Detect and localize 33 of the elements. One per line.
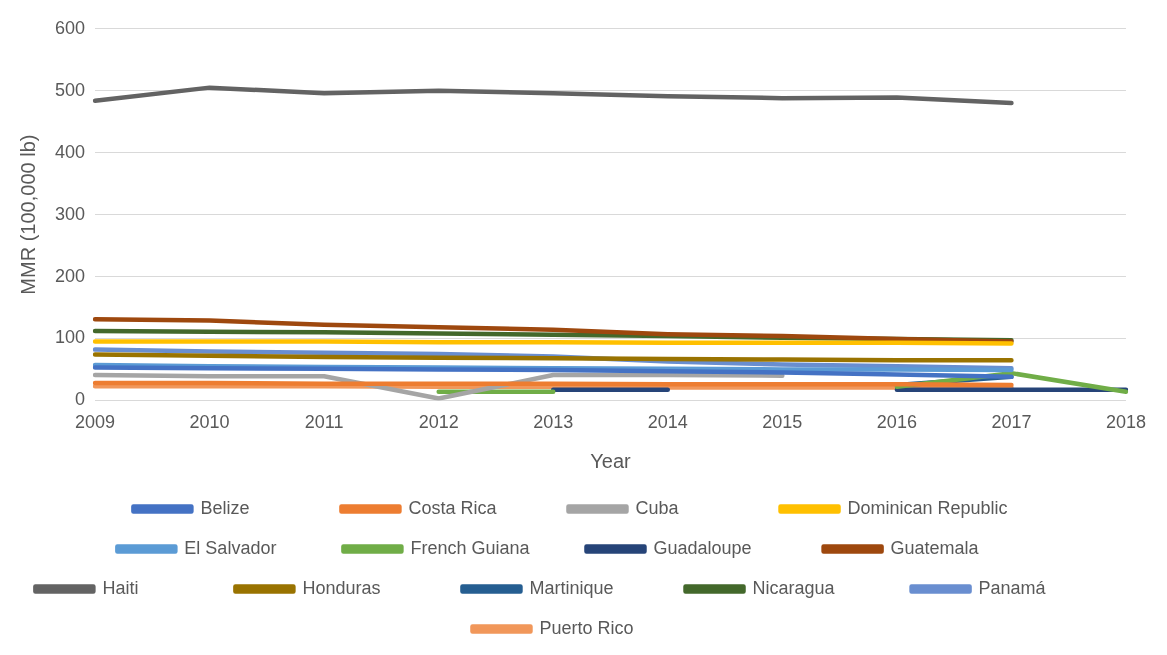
y-tick-label: 500 [54, 79, 86, 100]
x-tick-label: 2014 [647, 412, 688, 433]
x-tick-label: 2015 [762, 412, 803, 433]
legend-label: Martinique [529, 577, 664, 598]
y-axis-title: MMR (100,000 lb) [16, 134, 39, 295]
x-axis-title: Year [590, 449, 632, 472]
legend-label: Cuba [635, 497, 759, 518]
legend-label: Nicaragua [752, 577, 890, 598]
legend-label: Panamá [978, 577, 1116, 598]
x-tick-label: 2012 [418, 412, 459, 433]
x-tick-label: 2018 [1105, 412, 1146, 433]
legend-label: Honduras [302, 577, 441, 598]
legend-label: Guatemala [890, 537, 1034, 558]
x-tick-label: 2011 [304, 412, 344, 433]
y-tick-label: 600 [54, 17, 86, 38]
x-tick-label: 2016 [876, 412, 917, 433]
y-tick-label: 200 [54, 265, 86, 286]
legend-label: Belize [200, 497, 320, 518]
legend-label: Dominican Republic [847, 497, 1018, 518]
legend-label: Costa Rica [408, 497, 547, 518]
x-tick-label: 2010 [189, 412, 230, 433]
x-tick-label: 2009 [75, 412, 116, 433]
legend-label: El Salvador [184, 537, 322, 558]
legend-label: Guadaloupe [653, 537, 802, 558]
x-tick-label: 2013 [533, 412, 574, 433]
legend-label: Haiti [102, 577, 214, 598]
legend-label: French Guiana [410, 537, 565, 558]
y-tick-label: 100 [54, 327, 86, 348]
y-tick-label: 300 [54, 203, 86, 224]
x-tick-label: 2017 [991, 412, 1032, 433]
legend-label: Puerto Rico [539, 617, 679, 638]
y-tick-label: 400 [54, 141, 86, 162]
y-tick-label: 0 [75, 389, 86, 410]
